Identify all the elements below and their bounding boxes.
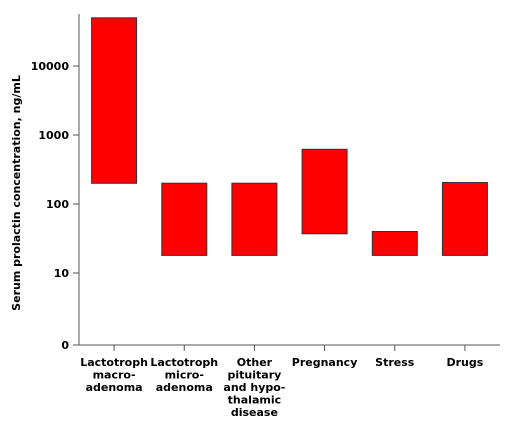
range-bar: [301, 148, 348, 235]
range-bar: [371, 231, 418, 256]
y-tick-label: 0: [61, 339, 69, 352]
category-label-line: pituitary: [228, 369, 282, 382]
category-label-line: disease: [231, 406, 278, 419]
category-label-line: Drugs: [447, 356, 484, 369]
y-tick-label: 100: [46, 198, 69, 211]
range-bar: [161, 182, 208, 256]
category-label-line: Stress: [375, 356, 415, 369]
bars: [91, 17, 488, 256]
range-bar: [231, 182, 278, 256]
category-label-line: macro-: [93, 369, 136, 382]
category-labels: Lactotrophmacro-adenomaLactotrophmicro-a…: [80, 356, 484, 419]
category-label-line: Other: [237, 356, 273, 369]
y-tick-label: 1000: [38, 129, 69, 142]
range-bar: [91, 17, 138, 184]
category-label-line: Lactotroph: [150, 356, 218, 369]
category-label-line: and hypo-: [223, 381, 285, 394]
category-label-line: thalamic: [228, 394, 281, 407]
category-label-line: micro-: [165, 369, 204, 382]
y-ticks: 0 10 100 1000 10000: [31, 60, 79, 352]
category-label-line: Pregnancy: [292, 356, 358, 369]
y-tick-label: 10000: [31, 60, 70, 73]
category-label-line: Lactotroph: [80, 356, 148, 369]
range-bar: [441, 182, 488, 256]
y-tick-label: 10: [54, 267, 70, 280]
category-label-line: adenoma: [156, 381, 213, 394]
x-ticks: [113, 345, 466, 351]
category-label-line: adenoma: [86, 381, 143, 394]
y-axis-title: Serum prolactin concentration, ng/mL: [10, 75, 23, 311]
